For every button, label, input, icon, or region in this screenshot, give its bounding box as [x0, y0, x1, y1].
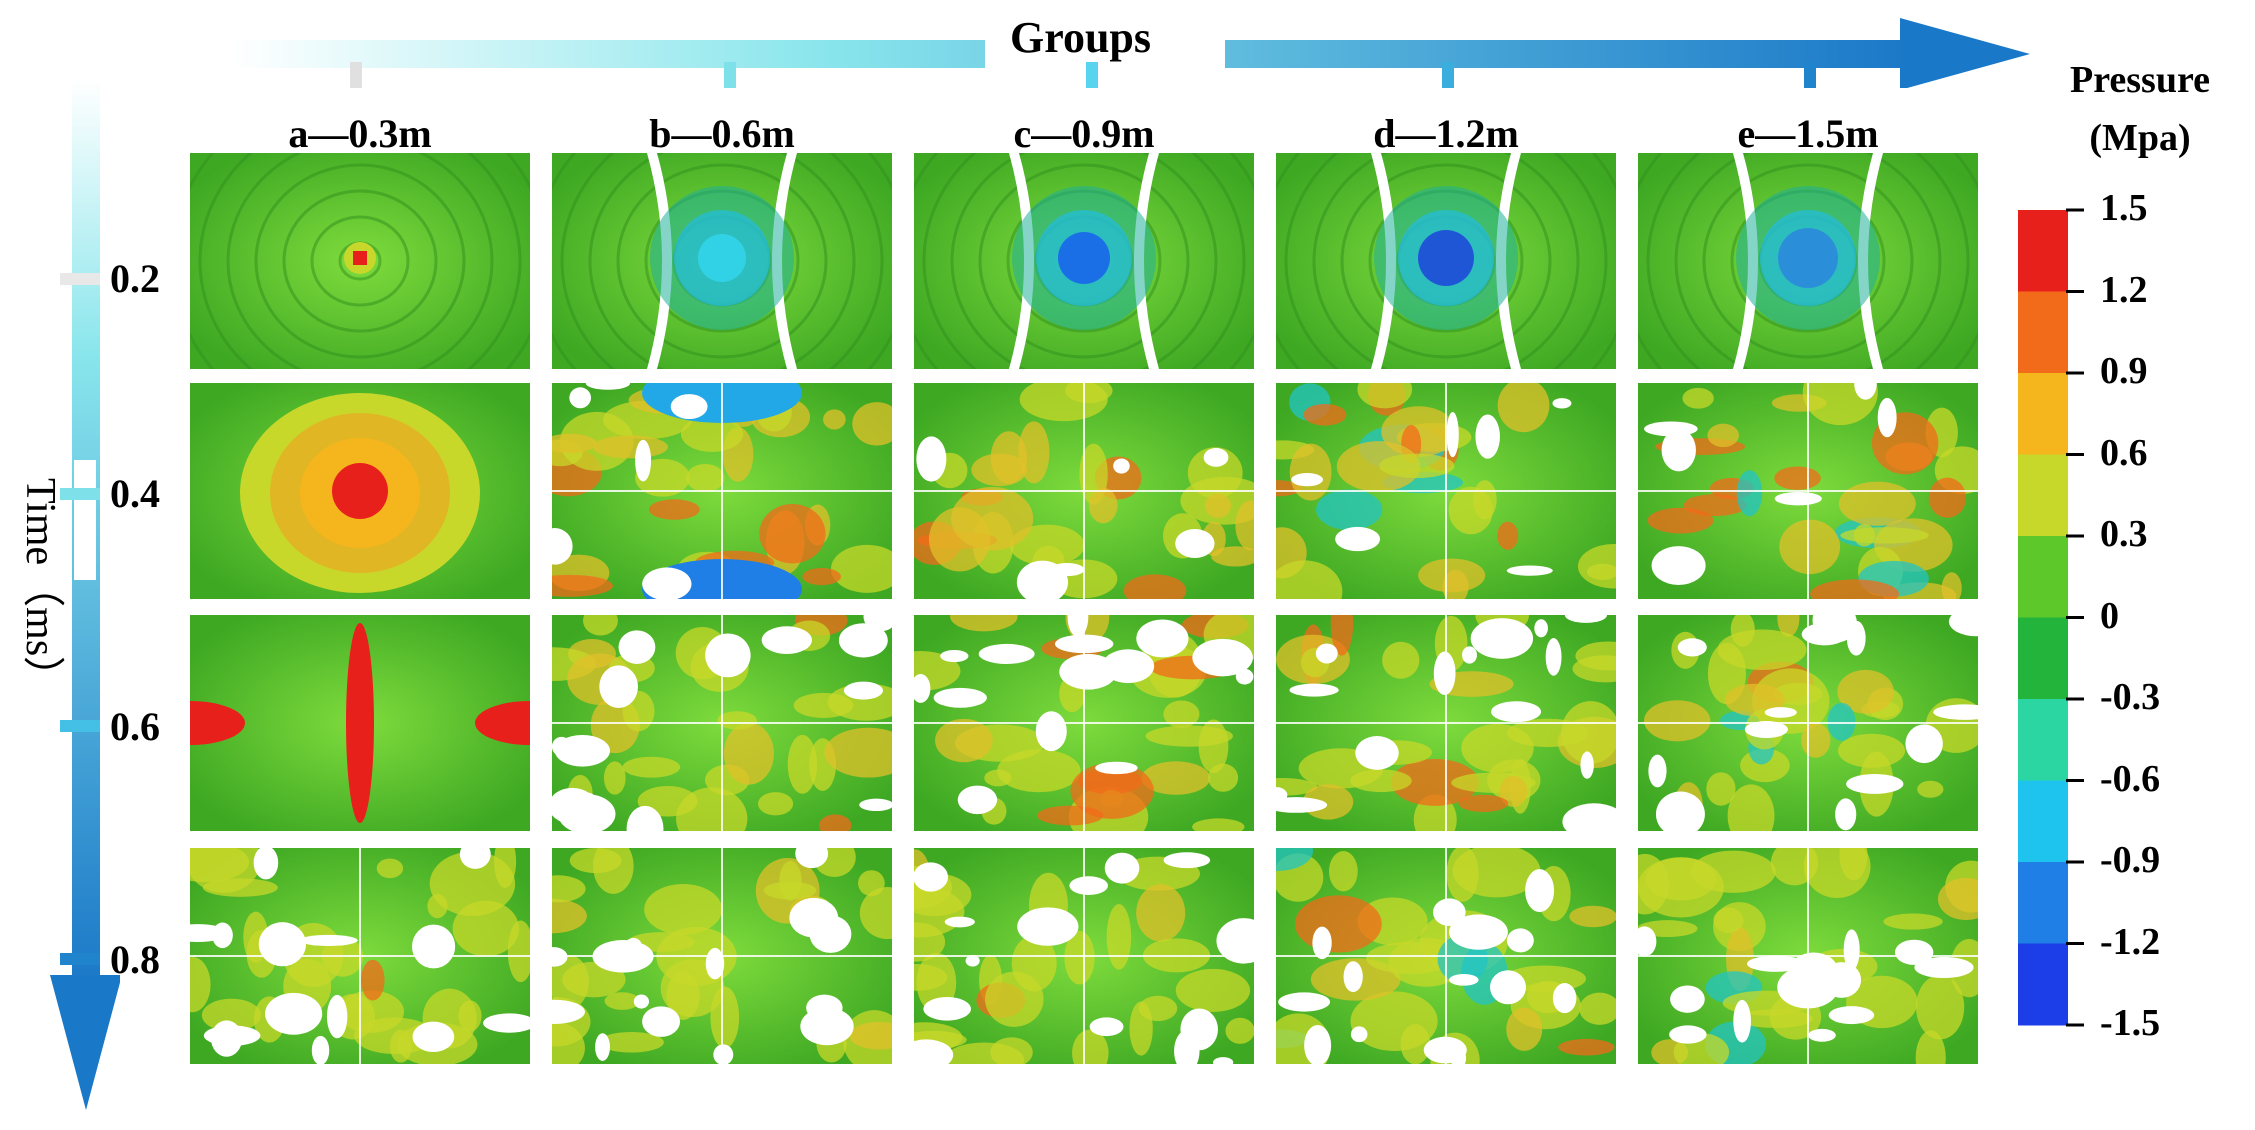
- pressure-panel-b-t3: [552, 615, 892, 831]
- colorbar-tick-label: 1.5: [2100, 187, 2148, 229]
- pressure-colorbar: [2018, 208, 2084, 1027]
- colorbar-tick-label: -0.9: [2100, 839, 2161, 881]
- time-axis-label: Time（ms）: [17, 478, 63, 699]
- column-label-e: e—1.5m: [1737, 111, 1879, 156]
- colorbar-band: [2018, 699, 2068, 781]
- row-label-0-6: 0.6: [110, 704, 160, 749]
- row-label-0-4: 0.4: [110, 471, 160, 516]
- colorbar-band: [2018, 454, 2068, 537]
- column-label-c: c—0.9m: [1013, 111, 1155, 156]
- pressure-panel-b-t4: [552, 848, 892, 1064]
- groups-axis-label: Groups: [1010, 13, 1152, 62]
- colorbar-tick-label: -0.6: [2100, 757, 2161, 800]
- row-label-0-8: 0.8: [110, 937, 160, 982]
- colorbar-tick-label: 0: [2100, 594, 2119, 637]
- colorbar-band: [2018, 617, 2068, 700]
- column-label-d: d—1.2m: [1373, 111, 1519, 156]
- groups-arrow: [230, 18, 2030, 88]
- colorbar-band: [2018, 210, 2068, 292]
- time-arrow: [50, 80, 120, 1110]
- pressure-panel-c-t2: [914, 383, 1254, 599]
- colorbar-tick-label: 0.3: [2100, 513, 2148, 555]
- colorbar-band: [2018, 536, 2068, 618]
- pressure-panel-a-t4: [190, 848, 530, 1064]
- colorbar-band: [2018, 943, 2068, 1026]
- column-label-b: b—0.6m: [649, 111, 795, 156]
- colorbar-tick-label: -0.3: [2100, 676, 2161, 718]
- pressure-panel-a-t1: [190, 153, 530, 369]
- colorbar-tick-label: -1.2: [2100, 920, 2161, 963]
- pressure-panel-d-t3: [1276, 615, 1616, 831]
- column-label-a: a—0.3m: [288, 111, 432, 156]
- pressure-panel-a-t3: [190, 615, 530, 831]
- pressure-panel-a-t2: [190, 383, 530, 599]
- pressure-panel-c-t4: [914, 848, 1254, 1064]
- pressure-panel-c-t1: [914, 153, 1254, 369]
- pressure-panel-e-t1: [1638, 153, 1978, 369]
- pressure-panel-d-t4: [1276, 848, 1616, 1064]
- legend-title-line1: Pressure: [2069, 59, 2210, 101]
- pressure-panel-b-t2: [552, 383, 892, 599]
- colorbar-band: [2018, 291, 2068, 374]
- colorbar-band: [2018, 862, 2068, 944]
- colorbar-band: [2018, 373, 2068, 455]
- pressure-panel-b-t1: [552, 153, 892, 369]
- pressure-panel-d-t2: [1276, 383, 1616, 599]
- colorbar-tick-label: -1.5: [2100, 1002, 2161, 1044]
- colorbar-tick-label: 1.2: [2100, 268, 2148, 311]
- colorbar-band: [2018, 780, 2068, 863]
- pressure-panel-e-t4: [1638, 848, 1978, 1064]
- legend-title-line2: (Mpa): [2089, 117, 2191, 159]
- row-label-0-2: 0.2: [110, 256, 160, 301]
- pressure-panel-e-t2: [1638, 383, 1978, 599]
- pressure-panel-c-t3: [914, 615, 1254, 831]
- colorbar-tick-label: 0.9: [2100, 350, 2148, 392]
- colorbar-tick-label: 0.6: [2100, 431, 2148, 474]
- pressure-panel-e-t3: [1638, 615, 1978, 831]
- pressure-panel-d-t1: [1276, 153, 1616, 369]
